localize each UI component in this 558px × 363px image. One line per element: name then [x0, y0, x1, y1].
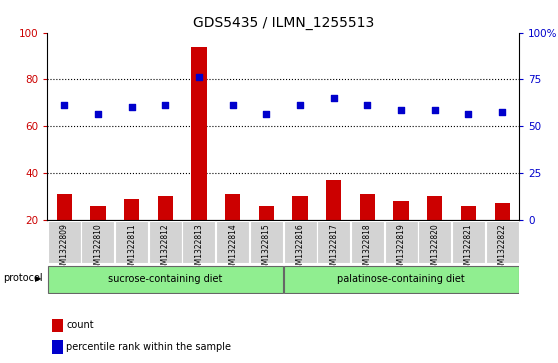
Point [363, 102, 372, 108]
Bar [360, 194, 375, 220]
Point [464, 111, 473, 117]
Point [161, 102, 170, 108]
Point [430, 107, 439, 113]
Text: GSM1322817: GSM1322817 [329, 223, 338, 274]
Point [94, 111, 103, 117]
Text: protocol: protocol [3, 273, 42, 284]
Text: GSM1322816: GSM1322816 [296, 223, 305, 274]
Bar [351, 221, 384, 263]
Bar [48, 266, 283, 293]
Bar [52, 340, 62, 354]
Bar [326, 180, 341, 220]
Text: GSM1322809: GSM1322809 [60, 223, 69, 274]
Bar [250, 221, 283, 263]
Text: GSM1322822: GSM1322822 [498, 223, 507, 274]
Bar [384, 221, 417, 263]
Text: GSM1322812: GSM1322812 [161, 223, 170, 274]
Bar [461, 205, 476, 220]
Text: count: count [66, 321, 94, 330]
Text: palatinose-containing diet: palatinose-containing diet [337, 274, 465, 284]
Title: GDS5435 / ILMN_1255513: GDS5435 / ILMN_1255513 [193, 16, 374, 30]
Text: GSM1322818: GSM1322818 [363, 223, 372, 274]
Point [127, 105, 136, 110]
Text: GSM1322820: GSM1322820 [430, 223, 439, 274]
Bar [485, 221, 518, 263]
Bar [225, 194, 240, 220]
Bar [427, 196, 442, 220]
Bar [259, 205, 274, 220]
Bar [494, 203, 509, 220]
Bar [182, 221, 215, 263]
Bar [57, 194, 72, 220]
Bar [158, 196, 173, 220]
Text: GSM1322819: GSM1322819 [397, 223, 406, 274]
Bar [191, 47, 206, 220]
Text: ▶: ▶ [35, 274, 42, 283]
Point [397, 107, 406, 113]
Point [262, 111, 271, 117]
Text: GSM1322813: GSM1322813 [195, 223, 204, 274]
Text: GSM1322814: GSM1322814 [228, 223, 237, 274]
Bar [216, 221, 249, 263]
Bar [48, 221, 81, 263]
Point [498, 109, 507, 115]
Text: percentile rank within the sample: percentile rank within the sample [66, 342, 231, 352]
Bar [418, 221, 451, 263]
Bar [292, 196, 307, 220]
Bar [52, 319, 62, 332]
Text: GSM1322811: GSM1322811 [127, 223, 136, 274]
Bar [283, 266, 518, 293]
Bar [90, 205, 105, 220]
Bar [149, 221, 182, 263]
Bar [283, 221, 316, 263]
Point [228, 102, 237, 108]
Bar [81, 221, 114, 263]
Bar [452, 221, 485, 263]
Point [296, 102, 305, 108]
Point [60, 102, 69, 108]
Text: GSM1322821: GSM1322821 [464, 223, 473, 274]
Bar [124, 199, 139, 220]
Point [195, 74, 204, 80]
Bar [317, 221, 350, 263]
Bar [115, 221, 148, 263]
Text: GSM1322815: GSM1322815 [262, 223, 271, 274]
Text: sucrose-containing diet: sucrose-containing diet [108, 274, 223, 284]
Point [329, 95, 338, 101]
Text: GSM1322810: GSM1322810 [93, 223, 103, 274]
Bar [393, 201, 408, 220]
